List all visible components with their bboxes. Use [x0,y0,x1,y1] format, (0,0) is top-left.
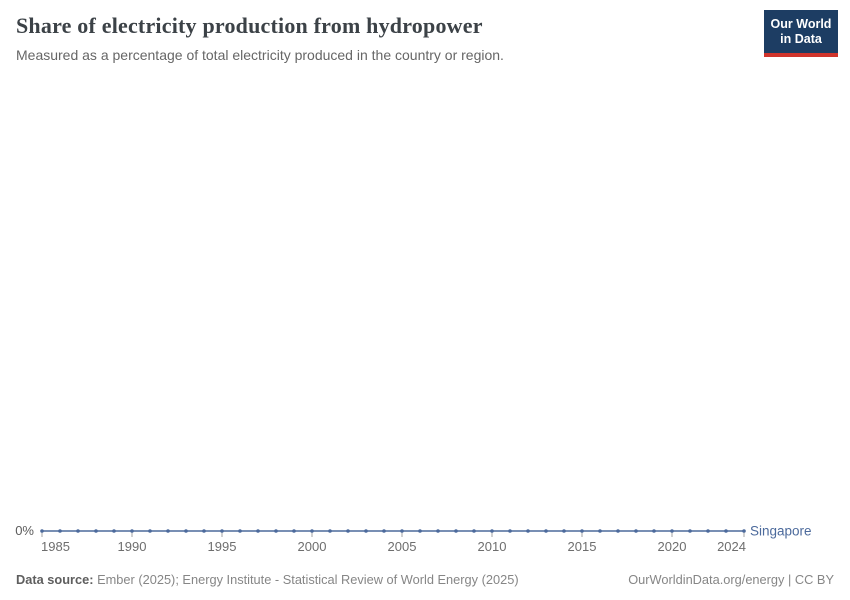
x-axis-label: 2000 [298,539,327,554]
data-point[interactable] [652,529,656,533]
data-point[interactable] [148,529,152,533]
data-point[interactable] [346,529,350,533]
x-axis-label: 2005 [388,539,417,554]
data-source: Data source: Ember (2025); Energy Instit… [16,572,519,587]
owid-logo-line1: Our World [770,17,832,31]
x-axis-label: 1995 [208,539,237,554]
data-point[interactable] [166,529,170,533]
chart-title: Share of electricity production from hyd… [16,13,483,38]
x-axis-label: 2015 [568,539,597,554]
data-point[interactable] [274,529,278,533]
data-source-text: Ember (2025); Energy Institute - Statist… [93,572,519,587]
data-point[interactable] [562,529,566,533]
data-point[interactable] [112,529,116,533]
data-point[interactable] [418,529,422,533]
data-point[interactable] [130,529,134,533]
owid-logo-line2: in Data [780,32,822,46]
data-point[interactable] [58,529,62,533]
chart-header: Share of electricity production from hyd… [16,13,740,65]
x-axis-label: 2024 [717,539,746,554]
data-point[interactable] [490,529,494,533]
data-point[interactable] [616,529,620,533]
data-source-label: Data source: [16,572,94,587]
y-axis-label: 0% [15,523,34,538]
data-point[interactable] [634,529,638,533]
data-point[interactable] [40,529,44,533]
data-point[interactable] [364,529,368,533]
credit-link[interactable]: OurWorldinData.org/energy | CC BY [628,572,834,587]
data-point[interactable] [220,529,224,533]
series-label-singapore[interactable]: Singapore [750,524,812,539]
data-point[interactable] [598,529,602,533]
data-point[interactable] [292,529,296,533]
data-point[interactable] [742,529,746,533]
data-point[interactable] [508,529,512,533]
x-axis-label: 2010 [478,539,507,554]
x-axis-label: 2020 [658,539,687,554]
x-axis-label: 1990 [118,539,147,554]
data-point[interactable] [256,529,260,533]
data-point[interactable] [454,529,458,533]
x-axis-label: 1985 [41,539,70,554]
data-point[interactable] [328,529,332,533]
chart-footer: Data source: Ember (2025); Energy Instit… [16,572,834,587]
data-point[interactable] [382,529,386,533]
chart-subtitle: Measured as a percentage of total electr… [16,47,504,64]
data-point[interactable] [436,529,440,533]
owid-logo[interactable]: Our World in Data [764,10,838,57]
data-point[interactable] [580,529,584,533]
data-point[interactable] [544,529,548,533]
data-point[interactable] [688,529,692,533]
data-point[interactable] [184,529,188,533]
data-point[interactable] [238,529,242,533]
data-point[interactable] [670,529,674,533]
data-point[interactable] [400,529,404,533]
data-point[interactable] [310,529,314,533]
data-point[interactable] [94,529,98,533]
data-point[interactable] [706,529,710,533]
data-point[interactable] [76,529,80,533]
data-point[interactable] [724,529,728,533]
data-point[interactable] [526,529,530,533]
data-point[interactable] [472,529,476,533]
data-point[interactable] [202,529,206,533]
